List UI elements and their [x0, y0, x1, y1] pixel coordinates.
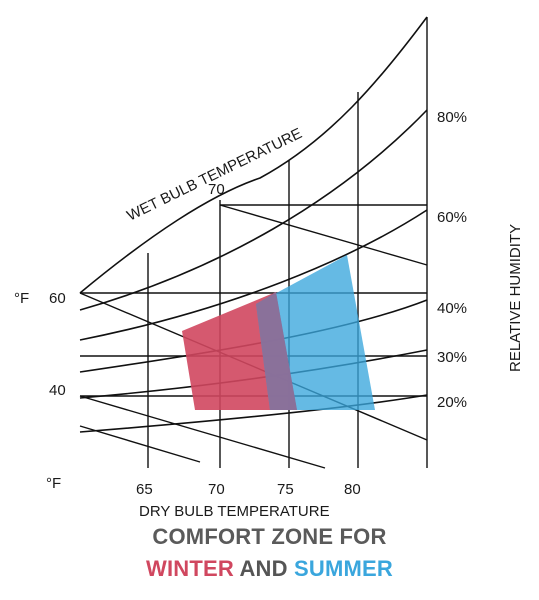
rh-tick-40: 40% — [437, 300, 467, 317]
rh-curve-60 — [79, 209, 428, 341]
unit-top-label: °F — [14, 290, 29, 307]
x-tick-70: 70 — [208, 481, 225, 498]
x-tick-80: 80 — [344, 481, 361, 498]
psychrometric-chart: WET BULB TEMPERATURE 70 °F 60 40 °F 65 7… — [14, 16, 524, 520]
rh-tick-60: 60% — [437, 209, 467, 226]
x-tick-65: 65 — [136, 481, 153, 498]
unit-bottom-label: °F — [46, 475, 61, 492]
caption-summer: SUMMER — [294, 556, 394, 581]
y-tick-60: 60 — [49, 290, 66, 307]
saturation-curve — [79, 16, 428, 294]
rh-tick-30: 30% — [437, 349, 467, 366]
rh-curve-20 — [79, 394, 428, 433]
rh-curve-80 — [79, 109, 428, 311]
wet-bulb-line-b — [79, 395, 326, 469]
relative-humidity-label: RELATIVE HUMIDITY — [507, 224, 524, 372]
wet-bulb-70-label: 70 — [208, 181, 225, 198]
rh-tick-80: 80% — [437, 109, 467, 126]
rh-tick-20: 20% — [437, 394, 467, 411]
caption-winter: WINTER — [145, 556, 234, 581]
wet-bulb-line-c — [219, 204, 428, 266]
caption-line-1: COMFORT ZONE FOR — [152, 524, 387, 549]
wet-bulb-line-d — [79, 425, 201, 463]
wet-bulb-label: WET BULB TEMPERATURE — [124, 125, 305, 225]
caption-and: AND — [239, 556, 288, 581]
caption-line-2: WINTER AND SUMMER — [0, 556, 539, 582]
overlap-zone — [256, 292, 297, 410]
dry-bulb-label: DRY BULB TEMPERATURE — [139, 503, 330, 520]
x-tick-75: 75 — [277, 481, 294, 498]
y-tick-40: 40 — [49, 382, 66, 399]
